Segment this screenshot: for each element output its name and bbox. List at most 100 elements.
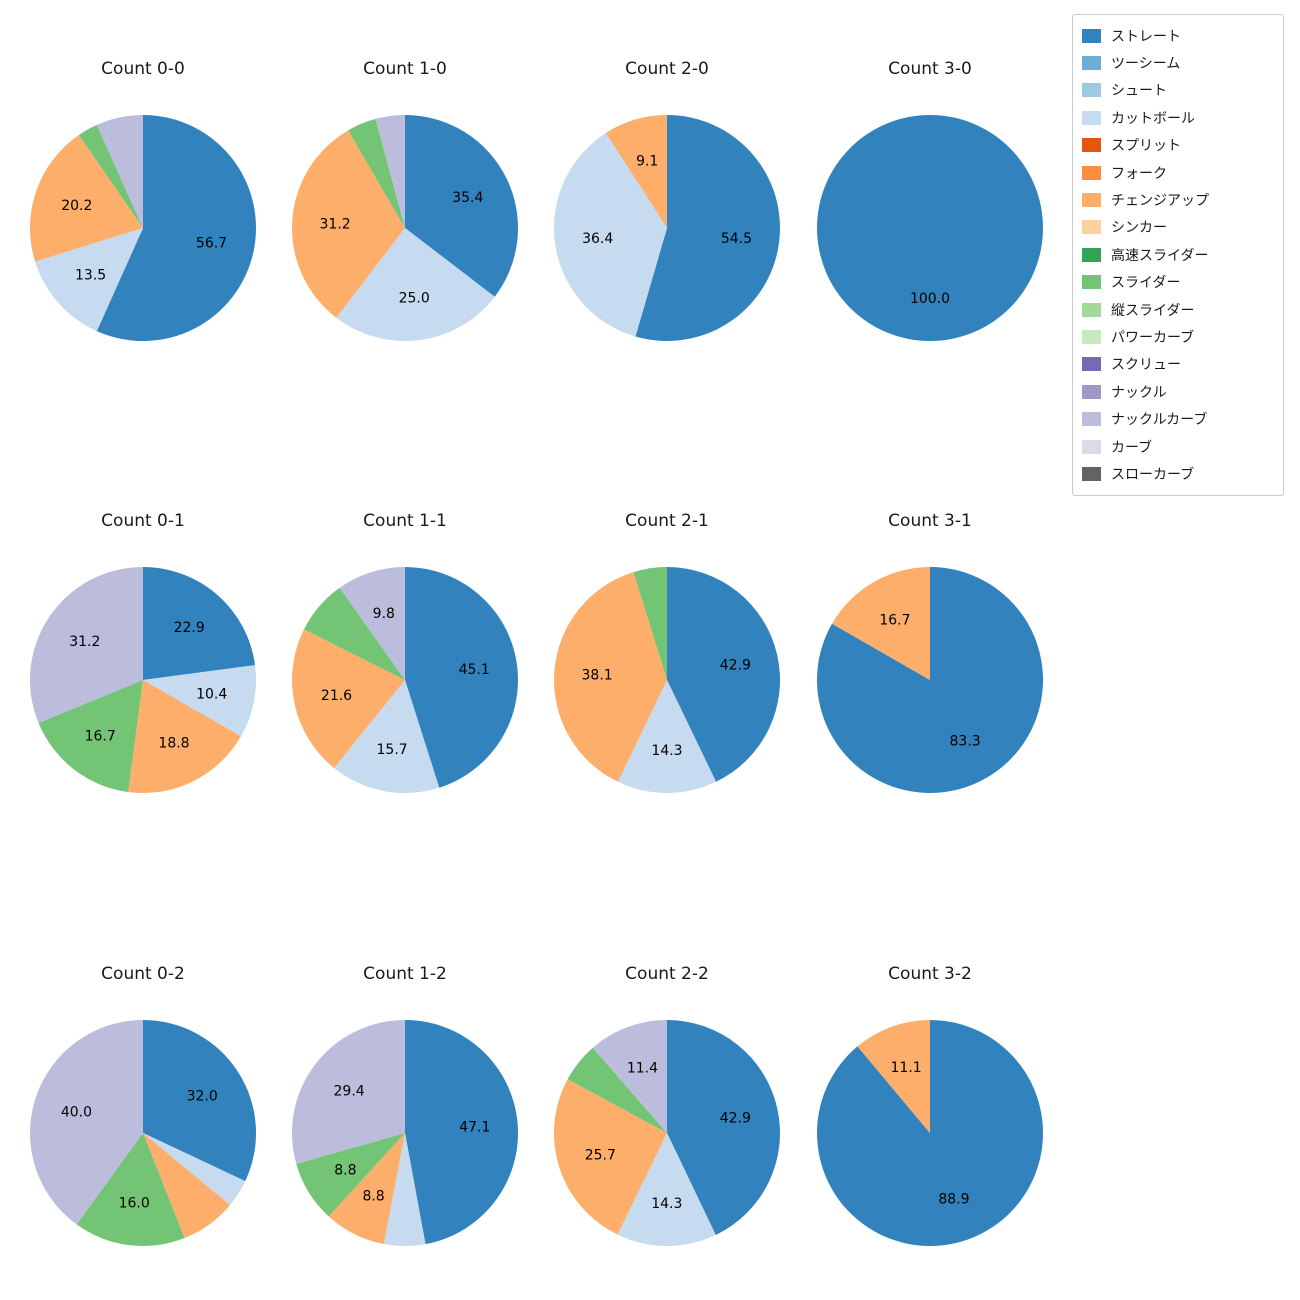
legend-color-swatch: [1082, 56, 1101, 71]
pie-percent-label: 20.2: [61, 198, 92, 214]
pie-percent-label: 25.0: [399, 290, 430, 306]
pie-chart-cell-count-3-1: Count 3-1 83.3 16.7: [799, 508, 1061, 800]
pie-slice: [553, 132, 667, 337]
legend-item: フォーク: [1082, 159, 1274, 186]
legend-color-swatch: [1082, 329, 1101, 344]
pie-percent-label: 36.4: [582, 231, 613, 247]
pie-percent-label: 29.4: [334, 1084, 365, 1100]
legend-item: ナックル: [1082, 378, 1274, 405]
pie-slice: [348, 118, 405, 228]
pie-slice: [328, 1133, 405, 1244]
pie-slice: [96, 115, 143, 228]
legend-color-swatch: [1082, 466, 1101, 481]
chart-title: Count 3-0: [888, 59, 972, 79]
legend-label: カットボール: [1111, 110, 1195, 127]
chart-title: Count 2-0: [625, 59, 709, 79]
pie-chart: 42.9 14.3 25.7 11.4: [554, 1020, 780, 1246]
pie-percent-label: 13.5: [75, 267, 106, 283]
pie-slice: [635, 115, 781, 341]
pie-slice: [857, 1020, 930, 1133]
pie-slice: [817, 115, 1043, 341]
pie-percent-label: 56.7: [196, 236, 227, 252]
pie-slice: [292, 1020, 405, 1164]
pie-chart-cell-count-2-0: Count 2-0 54.5 36.4 9.1: [536, 56, 798, 348]
pie-percent-label: 32.0: [187, 1088, 218, 1104]
pie-slice: [76, 1133, 185, 1246]
legend-item: 高速スライダー: [1082, 241, 1274, 268]
pie-percent-label: 11.1: [891, 1060, 922, 1076]
pie-percent-label: 40.0: [61, 1104, 92, 1120]
pie-percent-label: 31.2: [69, 634, 100, 650]
pie-percent-label: 8.8: [362, 1189, 384, 1205]
pie-chart-cell-count-2-2: Count 2-2 42.9 14.3 25.7 11.4: [536, 961, 798, 1253]
pie-slice: [143, 1020, 257, 1182]
legend-label: スローカーブ: [1111, 466, 1195, 483]
legend-label: 高速スライダー: [1111, 247, 1209, 264]
pie-slice: [128, 680, 241, 794]
pie-slice: [405, 1020, 519, 1245]
legend-label: ナックル: [1111, 384, 1167, 401]
pie-percent-label: 10.4: [196, 687, 227, 703]
chart-title: Count 0-2: [101, 964, 185, 984]
chart-title: Count 3-2: [888, 964, 972, 984]
pie-percent-label: 38.1: [582, 668, 613, 684]
legend-label: シュート: [1111, 83, 1167, 100]
pie-slice: [96, 115, 257, 341]
legend-color-swatch: [1082, 302, 1101, 317]
legend-color-swatch: [1082, 83, 1101, 98]
chart-title: Count 2-1: [625, 511, 709, 531]
pie-chart-cell-count-1-0: Count 1-0 35.4 25.0 31.2: [274, 56, 536, 348]
pie-slice: [832, 567, 930, 680]
pie-slice: [817, 567, 1044, 793]
pie-percent-label: 16.7: [85, 728, 116, 744]
legend-color-swatch: [1082, 357, 1101, 372]
legend-item: スローカーブ: [1082, 460, 1274, 487]
pie-slice: [292, 629, 405, 768]
pie-percent-label: 42.9: [720, 657, 751, 673]
legend-label: スライダー: [1111, 275, 1181, 292]
legend-item: カットボール: [1082, 104, 1274, 131]
pie-percent-label: 100.0: [910, 291, 950, 307]
legend-label: シンカー: [1111, 220, 1167, 237]
pie-chart: 35.4 25.0 31.2: [292, 115, 519, 342]
pie-chart: 88.9 11.1: [817, 1020, 1044, 1246]
legend-color-swatch: [1082, 275, 1101, 290]
pie-chart: 42.9 14.3 38.1: [553, 567, 781, 794]
legend-item: ツーシーム: [1082, 49, 1274, 76]
pie-slice: [383, 1133, 426, 1247]
chart-title: Count 2-2: [625, 964, 709, 984]
legend: ストレート ツーシーム シュート カットボール スプリット フォーク チェンジアップ シンカー…: [1072, 14, 1284, 496]
legend-color-swatch: [1082, 28, 1101, 43]
legend-item: チェンジアップ: [1082, 186, 1274, 213]
pie-slice: [30, 567, 144, 723]
pie-chart: 56.7 13.5 20.2: [29, 115, 257, 341]
chart-title: Count 0-0: [101, 59, 185, 79]
legend-color-swatch: [1082, 110, 1101, 125]
legend-item: パワーカーブ: [1082, 323, 1274, 350]
legend-color-swatch: [1082, 165, 1101, 180]
legend-color-swatch: [1082, 220, 1101, 235]
legend-item: シュート: [1082, 77, 1274, 104]
pie-slice: [143, 567, 256, 680]
legend-item: スライダー: [1082, 269, 1274, 296]
pie-percent-label: 9.1: [636, 154, 658, 170]
pie-chart-cell-count-2-1: Count 2-1 42.9 14.3 38.1: [536, 508, 798, 800]
pie-percent-label: 54.5: [721, 231, 752, 247]
legend-label: スクリュー: [1111, 357, 1181, 374]
pie-percent-label: 31.2: [320, 217, 351, 233]
pie-chart-cell-count-3-0: Count 3-0 100.0: [799, 56, 1061, 348]
legend-item: カーブ: [1082, 433, 1274, 460]
legend-color-swatch: [1082, 439, 1101, 454]
pie-slice: [304, 587, 405, 680]
legend-item: ナックルカーブ: [1082, 405, 1274, 432]
legend-item: スクリュー: [1082, 351, 1274, 378]
pie-slice: [605, 115, 667, 228]
pie-percent-label: 88.9: [938, 1192, 969, 1208]
pie-slice: [553, 572, 667, 782]
legend-item: ストレート: [1082, 22, 1274, 49]
pie-chart-cell-count-0-1: Count 0-1 22.9 10.4 18.8 16.7 31.2: [12, 508, 274, 800]
legend-label: カーブ: [1111, 439, 1153, 456]
pie-percent-label: 11.4: [627, 1060, 658, 1076]
pie-chart: 100.0: [817, 115, 1043, 341]
